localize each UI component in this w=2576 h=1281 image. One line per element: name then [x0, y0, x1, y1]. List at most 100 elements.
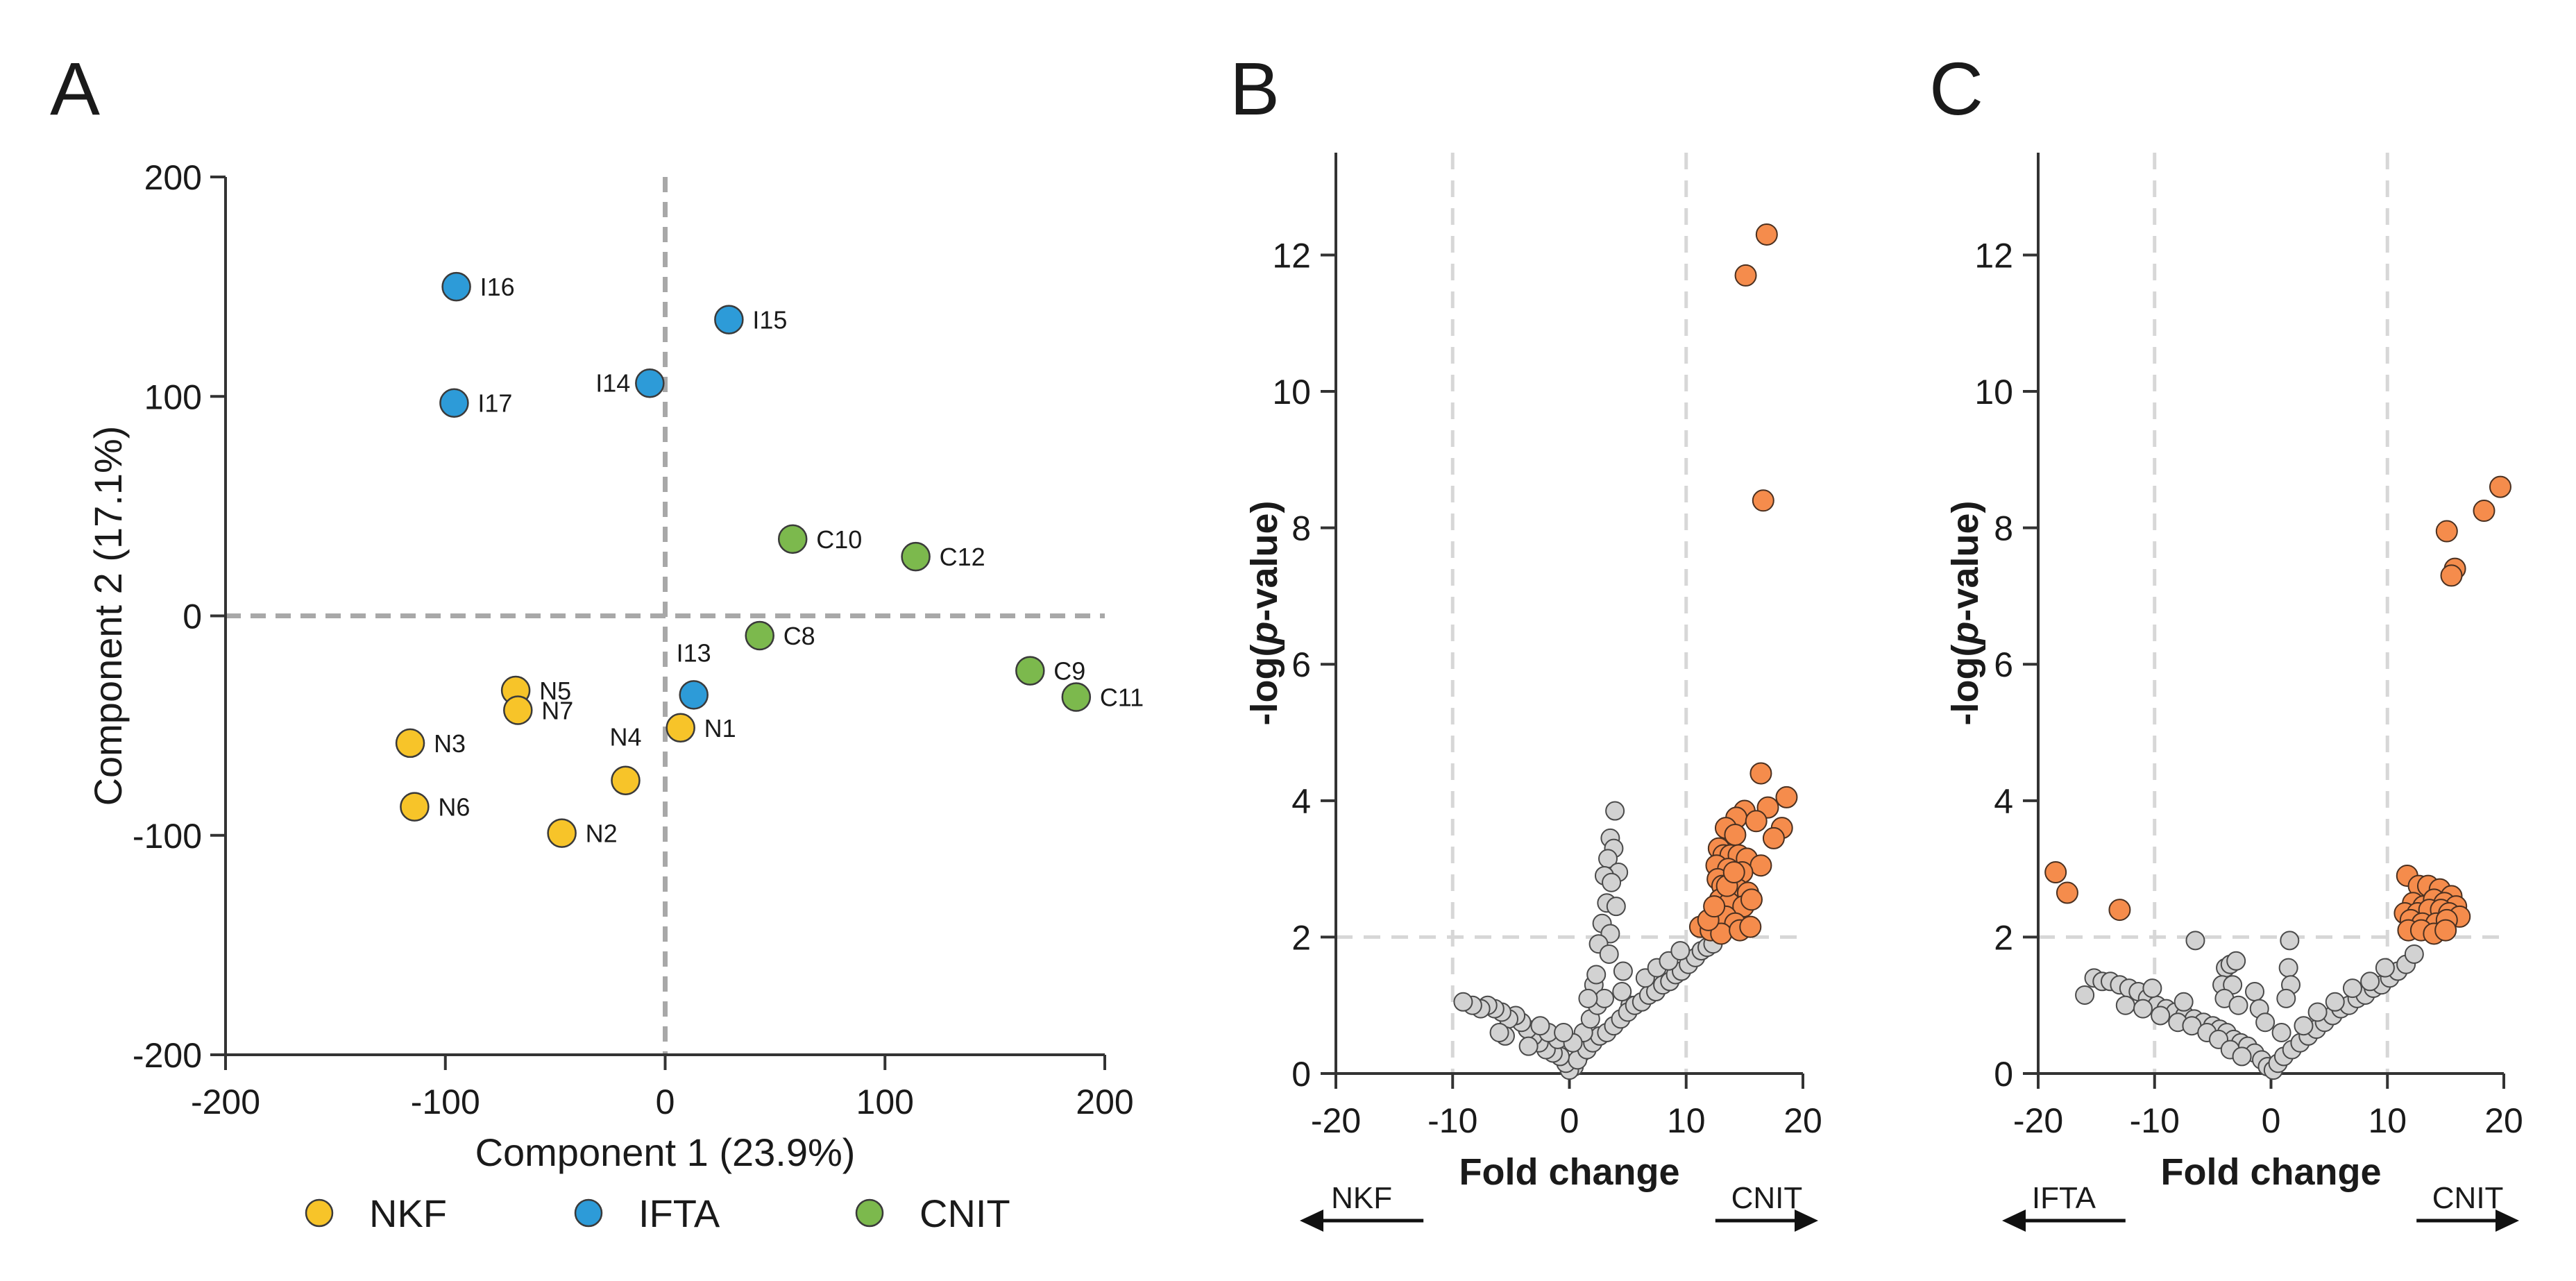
x-tick-label: 100 [856, 1083, 914, 1121]
direction-arrow-right-icon [1795, 1210, 1818, 1232]
point-label-C11: C11 [1100, 684, 1144, 712]
x-tick-label: 20 [2484, 1101, 2523, 1140]
point-label-I13: I13 [677, 638, 711, 667]
direction-arrow-right-icon [2496, 1210, 2519, 1232]
y-axis-title-suffix: -value) [1944, 500, 1986, 621]
point-nonsignificant [1530, 1016, 1550, 1036]
point-nonsignificant [1453, 992, 1473, 1012]
y-tick-label: 2 [1291, 918, 1311, 957]
y-tick-label: -200 [133, 1036, 202, 1075]
point-label-C10: C10 [816, 525, 862, 554]
point-nonsignificant [2228, 995, 2248, 1015]
point-I14 [635, 368, 665, 398]
point-I16 [441, 271, 471, 302]
pca-scatter-plot: -200 -100 0 100 200 -200 -100 0 100 200 Component … [86, 158, 1144, 1174]
point-significant [1745, 810, 1768, 833]
point-nonsignificant [2276, 988, 2296, 1008]
point-N6 [400, 792, 430, 822]
point-nonsignificant [2185, 931, 2205, 951]
point-nonsignificant [2226, 951, 2246, 971]
point-label-N4: N4 [609, 723, 641, 752]
point-nonsignificant [2133, 999, 2153, 1019]
point-C10 [777, 524, 808, 554]
point-label-I15: I15 [752, 306, 787, 334]
point-significant [2044, 861, 2067, 884]
x-axis-title: Fold change [1459, 1151, 1679, 1193]
y-axis-title-italic: p [1944, 622, 1986, 646]
point-significant [1755, 223, 1778, 246]
volcano-plot-nkf-vs-cnit: 0 2 4 6 8 10 12 -20 -10 0 10 20 Fold change -log(p-va… [1244, 153, 1822, 1232]
panel-letter-a: A [50, 46, 100, 130]
point-nonsignificant [2280, 931, 2300, 951]
legend-marker-nkf [305, 1198, 334, 1228]
point-label-N1: N1 [704, 714, 736, 743]
x-tick-label: 0 [2262, 1101, 2281, 1140]
y-tick-label: 100 [144, 377, 202, 416]
point-N7 [503, 695, 533, 725]
y-axis-title-italic: p [1244, 622, 1285, 646]
point-nonsignificant [1586, 965, 1607, 985]
point-nonsignificant [2307, 1002, 2328, 1022]
point-I15 [714, 305, 744, 334]
point-I13 [679, 680, 709, 710]
x-tick-label: 20 [1783, 1101, 1822, 1140]
point-nonsignificant [2115, 995, 2135, 1015]
x-tick-label: 10 [1667, 1101, 1706, 1140]
y-tick-label: 4 [1291, 782, 1311, 821]
point-N4 [611, 765, 641, 795]
point-label-I16: I16 [480, 273, 515, 301]
legend: NKF IFTA CNIT [305, 1191, 1010, 1235]
point-C8 [745, 620, 774, 651]
x-tick-label: -100 [411, 1083, 480, 1121]
point-nonsignificant [1605, 801, 1625, 821]
point-nonsignificant [1602, 872, 1622, 892]
point-label-C9: C9 [1053, 657, 1085, 686]
point-significant [1722, 861, 1745, 884]
y-tick-label: 10 [1974, 373, 2013, 412]
point-significant [1739, 915, 1762, 938]
point-nonsignificant [1599, 944, 1619, 964]
y-tick-label: 0 [1291, 1055, 1311, 1094]
direction-arrow-left-icon [1300, 1210, 1323, 1232]
point-N1 [666, 713, 695, 743]
point-label-N6: N6 [438, 793, 470, 822]
y-axis-title: -log(p-value) [1244, 500, 1285, 725]
volcano-plot-ifta-vs-cnit: 0 2 4 6 8 10 12 -20 -10 0 10 20 Fold change -log(p-va… [1944, 153, 2523, 1232]
point-significant [1775, 786, 1798, 808]
y-tick-label: 6 [1994, 645, 2013, 684]
point-label-I17: I17 [477, 389, 512, 418]
direction-label-left: NKF [1331, 1181, 1392, 1215]
point-significant [2489, 475, 2511, 498]
point-significant [2434, 919, 2457, 942]
y-tick-label: 4 [1994, 782, 2013, 821]
x-tick-label: -20 [2013, 1101, 2063, 1140]
legend-label-nkf: NKF [369, 1191, 447, 1235]
point-label-C8: C8 [783, 622, 815, 650]
point-nonsignificant [2278, 958, 2298, 978]
y-axis-title-suffix: -value) [1244, 500, 1285, 621]
point-C12 [901, 541, 931, 572]
panel-letter-b: B [1230, 46, 1280, 130]
point-nonsignificant [2342, 978, 2362, 999]
point-C11 [1061, 682, 1092, 712]
point-C9 [1015, 656, 1045, 686]
point-nonsignificant [2271, 1023, 2291, 1043]
legend-label-cnit: CNIT [920, 1191, 1010, 1235]
y-tick-label: -100 [133, 817, 202, 856]
y-tick-label: 200 [144, 158, 202, 197]
point-nonsignificant [1578, 988, 1598, 1008]
point-nonsignificant [1670, 941, 1690, 961]
point-nonsignificant [2255, 1012, 2276, 1033]
point-significant [2056, 881, 2078, 904]
point-label-N5: N5 [539, 677, 571, 705]
legend-marker-ifta [574, 1198, 603, 1228]
direction-arrow-left-icon [2002, 1210, 2026, 1232]
x-tick-label: 200 [1076, 1083, 1133, 1121]
y-tick-label: 12 [1272, 236, 1311, 275]
point-label-I14: I14 [595, 368, 630, 397]
x-axis-title: Component 1 (23.9%) [475, 1130, 856, 1174]
y-tick-label: 0 [183, 597, 202, 636]
point-significant [1703, 895, 1726, 918]
point-significant [1734, 264, 1757, 287]
